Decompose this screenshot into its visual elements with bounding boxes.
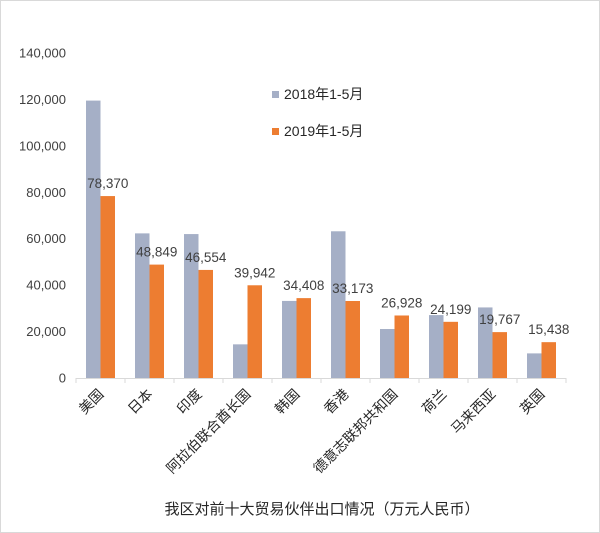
data-labels-layer: 78,370 48,849 46,554 39,942 34,408 33,173 26,9…: [87, 176, 569, 337]
data-label: 48,849: [136, 245, 177, 260]
bar-2019: [296, 298, 311, 378]
legend-swatch: [272, 91, 279, 98]
chart-title: 我区对前十大贸易伙伴出口情况（万元人民币）: [164, 500, 479, 518]
bar-2018: [86, 100, 101, 378]
bar-2018: [527, 353, 542, 378]
data-label: 24,199: [430, 302, 471, 317]
bar-2019: [492, 332, 507, 378]
data-label: 39,942: [234, 265, 275, 280]
bar-2019: [541, 342, 556, 378]
bar-2019: [149, 264, 164, 378]
legend-swatch: [272, 128, 279, 135]
bar-2019: [345, 300, 360, 378]
category-label: 香港: [321, 387, 352, 418]
category-label: 荷兰: [419, 387, 450, 418]
bar-2019: [443, 321, 458, 378]
data-label: 19,767: [479, 312, 520, 327]
data-label: 46,554: [185, 250, 227, 265]
category-label: 韩国: [272, 387, 303, 418]
data-label: 15,438: [528, 322, 569, 337]
bar-2018: [331, 231, 346, 378]
bar-2019: [247, 285, 262, 378]
bars-layer: [86, 100, 556, 378]
category-label: 美国: [76, 387, 107, 418]
bar-2019: [198, 269, 213, 378]
y-tick-label: 60,000: [26, 231, 66, 246]
category-label: 日本: [125, 387, 156, 418]
bar-2018: [184, 234, 199, 378]
data-label: 26,928: [381, 295, 422, 310]
category-label: 马来西亚: [448, 387, 499, 438]
axis-layer: 0 20,000 40,000 60,000 80,000 100,000 120,000 1…: [19, 46, 567, 386]
bar-2018: [380, 329, 395, 378]
y-tick-label: 100,000: [19, 138, 66, 153]
category-label: 印度: [174, 387, 205, 418]
y-tick-label: 0: [59, 371, 66, 386]
y-tick-label: 20,000: [26, 324, 66, 339]
bar-2019: [394, 315, 409, 378]
data-label: 78,370: [87, 176, 128, 191]
legend: 2018年1-5月 2019年1-5月: [272, 86, 363, 139]
category-label: 德意志联邦共和国: [310, 386, 401, 477]
category-label: 英国: [517, 386, 549, 418]
category-label: 阿拉伯联合酋长国: [163, 386, 254, 477]
y-tick-label: 120,000: [19, 92, 66, 107]
bar-2018: [282, 300, 297, 378]
bar-2018: [478, 307, 493, 378]
y-tick-label: 40,000: [26, 278, 66, 293]
y-tick-label: 80,000: [26, 185, 66, 200]
legend-label: 2019年1-5月: [284, 123, 363, 139]
data-label: 34,408: [283, 278, 324, 293]
data-label: 33,173: [332, 281, 373, 296]
bar-2018: [429, 315, 444, 378]
bar-2018: [135, 233, 150, 378]
y-tick-label: 140,000: [19, 46, 66, 61]
legend-label: 2018年1-5月: [284, 86, 363, 102]
bar-2019: [100, 196, 115, 378]
bar-2018: [233, 344, 248, 378]
